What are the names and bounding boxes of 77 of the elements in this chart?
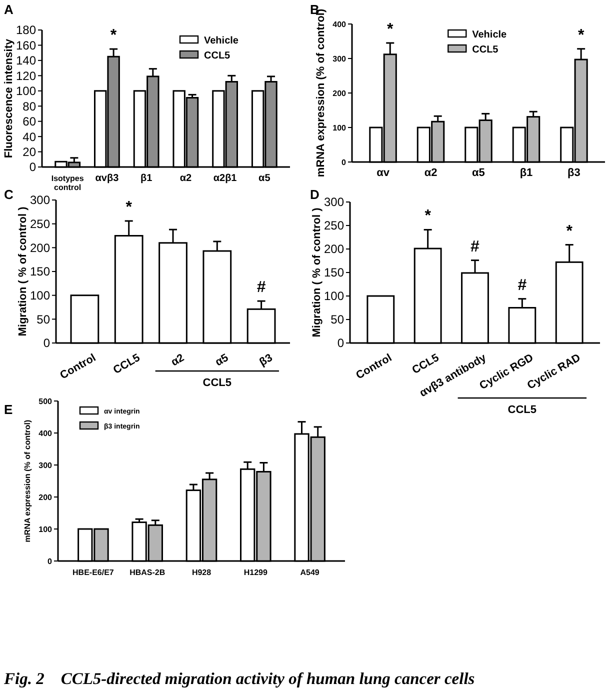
y-tick-label: 300 [324, 195, 344, 210]
annotation: * [424, 208, 432, 225]
y-tick-label: 200 [332, 88, 347, 98]
y-tick-label: 180 [16, 23, 36, 38]
y-tick-label: 60 [22, 114, 36, 129]
y-tick-label: 50 [36, 312, 50, 326]
x-tick-label: αv [376, 167, 390, 179]
annotation: * [126, 198, 133, 216]
x-tick-label: α5 [213, 352, 230, 369]
chart-title: A [4, 2, 14, 17]
y-tick-label: 160 [16, 38, 36, 52]
x-tick-label: αvβ3 [95, 173, 120, 184]
y-tick-label: 100 [324, 289, 344, 304]
y-tick-label: 200 [324, 242, 344, 256]
y-tick-label: 140 [16, 54, 36, 68]
x-tick-label: α2 [180, 173, 192, 184]
y-tick-label: 0 [48, 556, 53, 566]
y-tick-label: 80 [22, 99, 36, 114]
y-axis-title: Migration ( % of control ) [311, 207, 323, 338]
y-tick-label: 40 [22, 130, 36, 144]
y-tick-label: 200 [30, 240, 50, 255]
chart-title: C [4, 187, 14, 202]
y-axis-title: Fluorescence intensity [3, 38, 15, 158]
y-tick-label: 250 [30, 217, 50, 232]
x-tick-label: β1 [140, 173, 153, 184]
legend-label: Vehicle [204, 36, 239, 46]
annotation: # [256, 279, 266, 296]
y-tick-label: 400 [38, 428, 53, 438]
chart-title: E [4, 402, 13, 417]
x-tick-label: β3 [568, 167, 580, 179]
x-tick-label: HBAS-2B [130, 568, 166, 577]
x-tick-label: H1299 [244, 568, 268, 577]
y-tick-label: 120 [16, 68, 36, 83]
x-tick-label: β3 [258, 352, 275, 369]
y-tick-label: 500 [38, 396, 53, 406]
x-tick-label: HBE-E6/E7 [72, 568, 114, 577]
x-tick-label: α2 [169, 352, 186, 369]
y-tick-label: 150 [324, 266, 344, 280]
legend-label: CCL5 [204, 50, 231, 62]
x-tick-label: α2 [424, 167, 438, 179]
x-tick-label: H928 [192, 568, 212, 577]
legend-label: Vehicle [472, 30, 508, 40]
annotation: * [387, 20, 394, 38]
text: CCL5 [508, 404, 537, 416]
y-axis-title: Migration ( % of control ) [17, 206, 29, 336]
x-tick-label: α5 [472, 167, 485, 179]
y-axis-title: mRNA expression (% of control) [23, 419, 32, 542]
y-tick-label: 300 [332, 54, 347, 64]
x-tick-label: β1 [520, 167, 533, 179]
y-tick-label: 200 [38, 492, 53, 502]
y-tick-label: 0 [29, 160, 36, 174]
y-tick-label: 0 [342, 158, 347, 167]
y-tick-label: 100 [332, 123, 347, 132]
y-tick-label: 0 [43, 336, 50, 350]
y-tick-label: 20 [22, 144, 36, 159]
y-tick-label: 300 [30, 193, 50, 208]
y-tick-label: 100 [16, 84, 36, 98]
y-tick-label: 0 [337, 336, 344, 350]
x-tick-label: A549 [300, 568, 320, 577]
x-tick-label: α5 [258, 173, 271, 184]
y-tick-label: 250 [324, 218, 344, 233]
legend-label: CCL5 [472, 44, 499, 56]
chart-title: D [310, 187, 320, 202]
annotation: * [110, 27, 118, 44]
annotation: # [470, 238, 480, 256]
x-tick-label: α2β1 [213, 173, 238, 184]
y-tick-label: 150 [30, 264, 50, 279]
annotation: # [518, 276, 527, 294]
caption: Fig. 2 CCL5-directed migration activity of human lung cancer cells [3, 669, 475, 688]
y-tick-label: 300 [38, 460, 53, 470]
y-tick-label: 100 [38, 524, 53, 534]
y-tick-label: 400 [332, 20, 347, 29]
y-tick-label: 100 [30, 288, 50, 303]
y-tick-label: 50 [330, 312, 344, 327]
x-tick-label: Isotypes control [51, 174, 84, 192]
annotation: * [578, 26, 585, 44]
annotation: * [566, 222, 574, 240]
